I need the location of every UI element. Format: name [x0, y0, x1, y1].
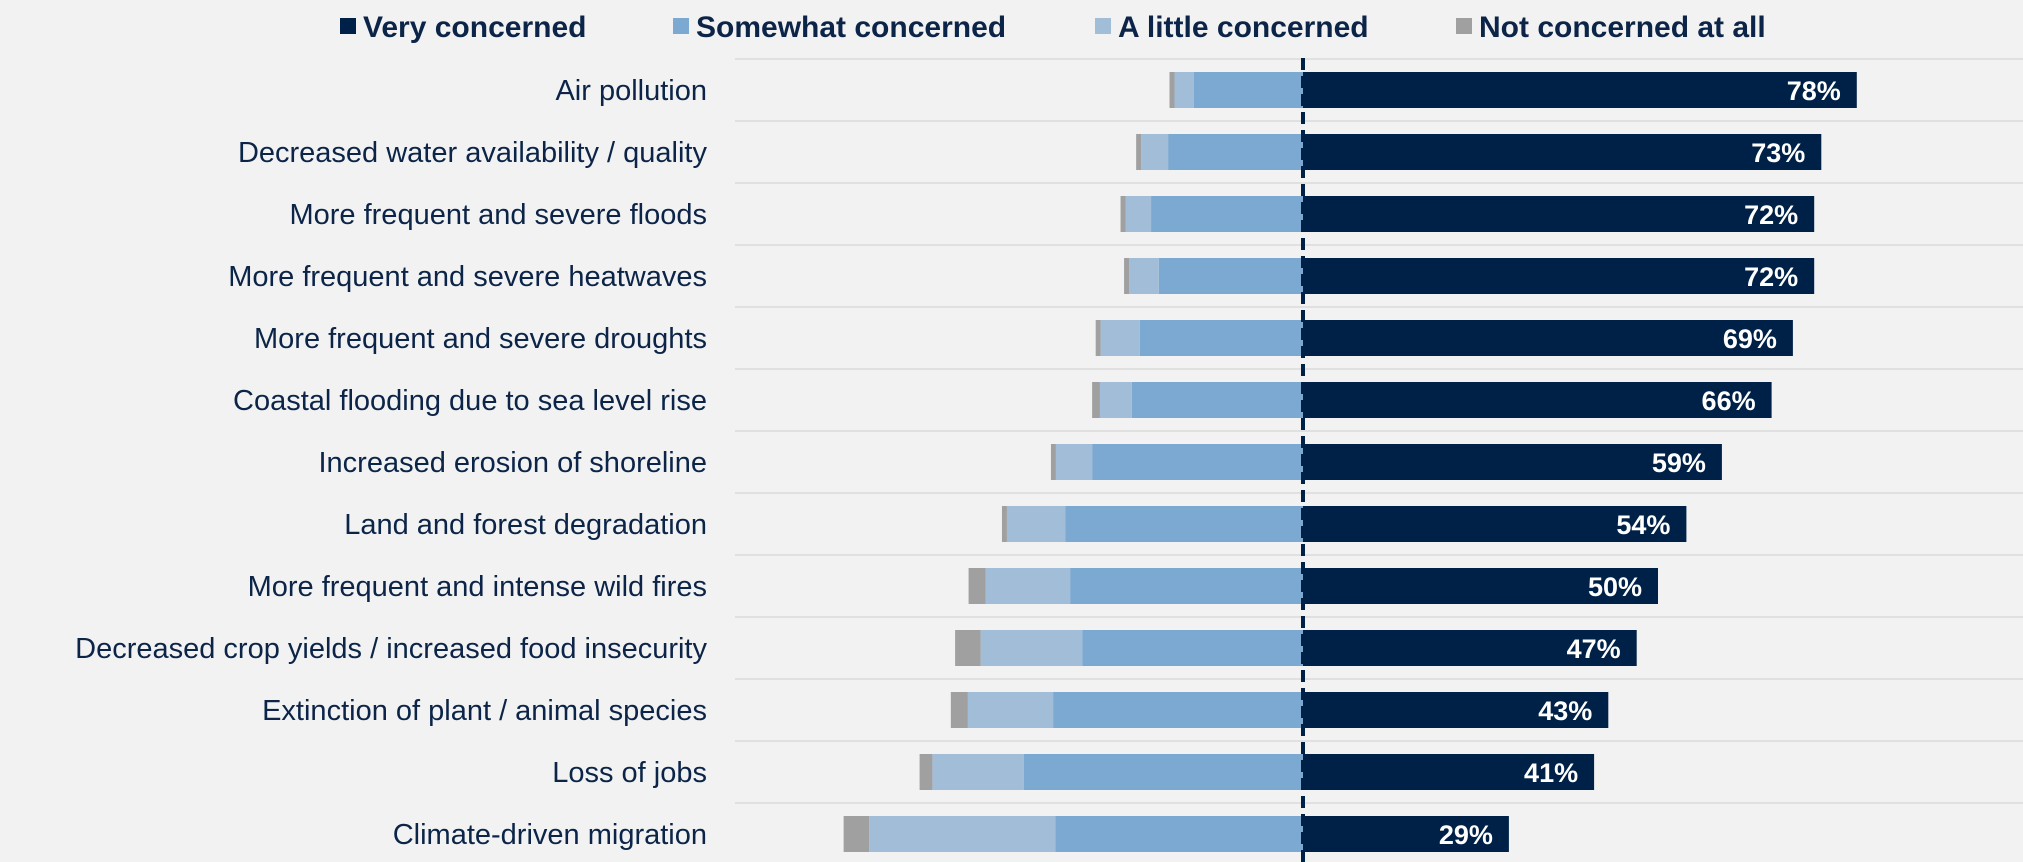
- legend-item-very-concerned: Very concerned: [340, 11, 586, 44]
- category-label: Increased erosion of shoreline: [318, 447, 707, 479]
- bar-a-little-concerned: [1125, 196, 1152, 232]
- legend-label: A little concerned: [1118, 11, 1369, 44]
- bar-a-little-concerned: [985, 568, 1071, 604]
- bar-very-concerned: [1303, 568, 1658, 604]
- legend-swatch: [673, 18, 689, 34]
- bar-a-little-concerned: [1099, 382, 1132, 418]
- data-label: 54%: [1616, 510, 1670, 540]
- bar-a-little-concerned: [1055, 444, 1093, 480]
- data-label: 73%: [1751, 138, 1805, 168]
- bar-somewhat-concerned: [1023, 754, 1303, 790]
- bar-somewhat-concerned: [1053, 692, 1303, 728]
- bar-somewhat-concerned: [1193, 72, 1303, 108]
- category-label: Extinction of plant / animal species: [262, 695, 707, 727]
- category-label: Decreased water availability / quality: [238, 137, 708, 169]
- bar-very-concerned: [1303, 816, 1509, 852]
- data-label: 41%: [1524, 758, 1578, 788]
- bar-not-concerned-at-all: [955, 630, 981, 666]
- data-label: 59%: [1652, 448, 1706, 478]
- category-label: Decreased crop yields / increased food i…: [75, 633, 707, 665]
- legend-item-somewhat-concerned: Somewhat concerned: [673, 11, 1006, 44]
- bar-somewhat-concerned: [1082, 630, 1303, 666]
- data-label: 69%: [1723, 324, 1777, 354]
- bar-somewhat-concerned: [1070, 568, 1303, 604]
- value-labels: 78% 73% 72% 72% 69% 66% 59% 54% 50% 47% 43% 41% 29%: [1439, 76, 1841, 850]
- bar-very-concerned: [1303, 258, 1815, 294]
- category-labels: Air pollution Decreased water availabilit…: [75, 75, 707, 851]
- bar-somewhat-concerned: [1151, 196, 1303, 232]
- category-label: Climate-driven migration: [393, 819, 707, 851]
- legend-label: Somewhat concerned: [696, 11, 1006, 44]
- bar-somewhat-concerned: [1139, 320, 1303, 356]
- legend-item-not-concerned-at-all: Not concerned at all: [1456, 11, 1766, 44]
- bar-a-little-concerned: [1006, 506, 1066, 542]
- bar-a-little-concerned: [1100, 320, 1140, 356]
- bar-very-concerned: [1303, 382, 1772, 418]
- bar-not-concerned-at-all: [1050, 444, 1056, 480]
- data-label: 43%: [1538, 696, 1592, 726]
- gridlines: [735, 58, 2023, 804]
- data-label: 47%: [1567, 634, 1621, 664]
- category-label: More frequent and severe heatwaves: [228, 261, 707, 293]
- bar-somewhat-concerned: [1065, 506, 1303, 542]
- bar-very-concerned: [1303, 72, 1857, 108]
- category-label: Loss of jobs: [552, 757, 707, 789]
- bar-somewhat-concerned: [1055, 816, 1303, 852]
- bar-not-concerned-at-all: [1095, 320, 1101, 356]
- bar-very-concerned: [1303, 444, 1722, 480]
- legend-swatch: [1095, 18, 1111, 34]
- bar-somewhat-concerned: [1168, 134, 1303, 170]
- bar-a-little-concerned: [967, 692, 1054, 728]
- category-label: More frequent and severe floods: [289, 199, 707, 231]
- legend-swatch: [1456, 18, 1472, 34]
- bar-very-concerned: [1303, 630, 1637, 666]
- data-label: 66%: [1702, 386, 1756, 416]
- legend-item-a-little-concerned: A little concerned: [1095, 11, 1369, 44]
- bar-very-concerned: [1303, 134, 1822, 170]
- bar-a-little-concerned: [932, 754, 1024, 790]
- legend: Very concerned Somewhat concerned A little…: [340, 11, 1766, 44]
- category-label: Coastal flooding due to sea level rise: [233, 385, 707, 417]
- bar-not-concerned-at-all: [1124, 258, 1130, 294]
- bar-not-concerned-at-all: [1120, 196, 1126, 232]
- bar-very-concerned: [1303, 320, 1793, 356]
- legend-label: Not concerned at all: [1479, 11, 1766, 44]
- bar-somewhat-concerned: [1158, 258, 1303, 294]
- legend-swatch: [340, 18, 356, 34]
- bar-somewhat-concerned: [1131, 382, 1303, 418]
- bar-very-concerned: [1303, 692, 1609, 728]
- category-label: More frequent and intense wild fires: [248, 571, 707, 603]
- data-label: 72%: [1744, 262, 1798, 292]
- bar-a-little-concerned: [1141, 134, 1169, 170]
- category-label: More frequent and severe droughts: [254, 323, 707, 355]
- bar-a-little-concerned: [1174, 72, 1194, 108]
- data-label: 78%: [1787, 76, 1841, 106]
- data-label: 29%: [1439, 820, 1493, 850]
- bar-not-concerned-at-all: [843, 816, 870, 852]
- bar-not-concerned-at-all: [968, 568, 986, 604]
- data-label: 72%: [1744, 200, 1798, 230]
- legend-label: Very concerned: [363, 11, 586, 44]
- bars: [843, 72, 1857, 852]
- category-label: Air pollution: [555, 75, 707, 107]
- bar-very-concerned: [1303, 506, 1687, 542]
- bar-not-concerned-at-all: [919, 754, 933, 790]
- bar-not-concerned-at-all: [1001, 506, 1007, 542]
- category-label: Land and forest degradation: [344, 509, 707, 541]
- bar-somewhat-concerned: [1092, 444, 1303, 480]
- data-label: 50%: [1588, 572, 1642, 602]
- bar-a-little-concerned: [1129, 258, 1159, 294]
- bar-a-little-concerned: [980, 630, 1083, 666]
- bar-very-concerned: [1303, 754, 1595, 790]
- bar-a-little-concerned: [869, 816, 1056, 852]
- bar-not-concerned-at-all: [950, 692, 968, 728]
- bar-not-concerned-at-all: [1092, 382, 1100, 418]
- bar-not-concerned-at-all: [1136, 134, 1142, 170]
- bar-very-concerned: [1303, 196, 1815, 232]
- bar-not-concerned-at-all: [1169, 72, 1175, 108]
